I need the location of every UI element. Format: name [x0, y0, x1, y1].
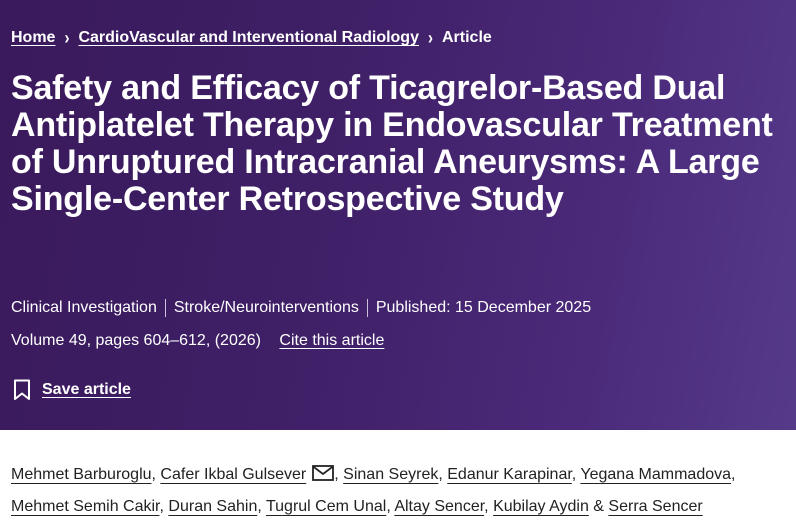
- author-separator: ,: [731, 466, 736, 483]
- article-type: Clinical Investigation: [11, 299, 157, 316]
- author-link[interactable]: Sinan Seyrek: [343, 466, 439, 483]
- author-link[interactable]: Mehmet Barburoglu: [11, 466, 152, 483]
- author-link[interactable]: Tugrul Cem Unal: [265, 498, 387, 515]
- author-link[interactable]: Mehmet Semih Cakir: [11, 498, 160, 515]
- author-link[interactable]: Edanur Karapinar: [447, 466, 572, 483]
- article-meta: Clinical Investigation Stroke/Neurointer…: [11, 299, 591, 317]
- article-category: Stroke/Neurointerventions: [173, 299, 359, 316]
- author-separator: &: [593, 498, 604, 515]
- author-link[interactable]: Kubilay Aydin: [493, 498, 589, 515]
- chevron-right-icon: ›: [64, 27, 70, 49]
- author-separator: ,: [484, 498, 489, 515]
- article-title: Safety and Efficacy of Ticagrelor-Based …: [11, 69, 773, 218]
- author-list: Mehmet Barburoglu, Cafer Ikbal Gulsever,…: [11, 459, 791, 523]
- author-link[interactable]: Cafer Ikbal Gulsever: [160, 466, 307, 483]
- volume-line: Volume 49, pages 604–612, (2026) Cite th…: [11, 332, 384, 350]
- author-link[interactable]: Serra Sencer: [608, 498, 703, 515]
- author-link[interactable]: Yegana Mammadova: [580, 466, 732, 483]
- author-separator: ,: [334, 466, 339, 483]
- cite-article-link[interactable]: Cite this article: [279, 332, 385, 349]
- mail-icon[interactable]: [312, 465, 335, 481]
- breadcrumb-journal-link[interactable]: CardioVascular and Interventional Radiol…: [78, 29, 419, 46]
- author-separator: ,: [151, 466, 156, 483]
- breadcrumb-current: Article: [441, 29, 492, 46]
- bookmark-icon: [14, 379, 30, 400]
- author-separator: ,: [257, 498, 262, 515]
- meta-divider: [164, 299, 166, 317]
- save-article-button[interactable]: Save article: [13, 379, 131, 401]
- chevron-right-icon: ›: [427, 27, 433, 49]
- author-separator: ,: [386, 498, 391, 515]
- author-separator: ,: [438, 466, 443, 483]
- author-separator: ,: [159, 498, 164, 515]
- article-header: Home › CardioVascular and Interventional…: [0, 0, 796, 430]
- breadcrumb-home-link[interactable]: Home: [11, 29, 56, 46]
- breadcrumb: Home › CardioVascular and Interventional…: [11, 27, 492, 49]
- save-article-label: Save article: [42, 381, 131, 398]
- author-link[interactable]: Altay Sencer: [394, 498, 485, 515]
- author-separator: ,: [571, 466, 577, 483]
- published-date: Published: 15 December 2025: [375, 299, 592, 316]
- meta-divider: [366, 299, 368, 317]
- author-link[interactable]: Duran Sahin: [168, 498, 258, 515]
- volume-info: Volume 49, pages 604–612, (2026): [11, 332, 261, 349]
